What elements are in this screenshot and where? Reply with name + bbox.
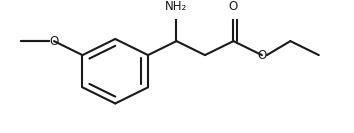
Text: O: O xyxy=(229,0,238,13)
Text: O: O xyxy=(49,35,59,48)
Text: O: O xyxy=(257,49,267,62)
Text: NH₂: NH₂ xyxy=(165,0,188,13)
